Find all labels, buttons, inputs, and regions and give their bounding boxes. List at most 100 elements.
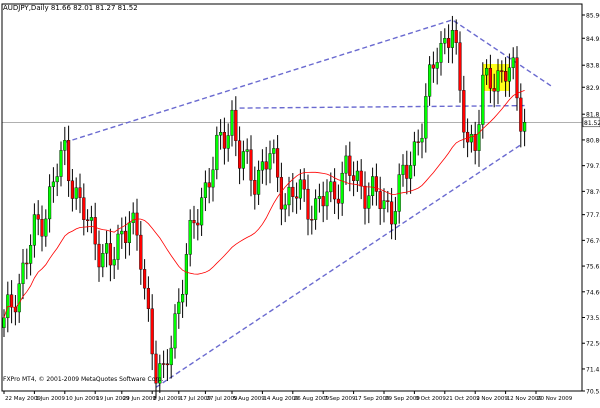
- bull-candle-body: [180, 294, 185, 303]
- x-tick-label: 29 Jun 2009: [123, 396, 157, 402]
- bull-candle-body: [272, 148, 276, 154]
- last-price-label: 81.52: [584, 120, 600, 127]
- bear-candle-body: [336, 198, 340, 204]
- bear-candle-body: [264, 161, 268, 170]
- x-tick-label: 22 May 2009: [5, 396, 41, 402]
- bear-candle-body: [416, 141, 420, 143]
- bull-candle-body: [241, 151, 245, 169]
- candle: [199, 187, 204, 236]
- bear-candle-body: [234, 109, 238, 141]
- candle: [21, 249, 25, 300]
- bull-candle-body: [120, 230, 124, 235]
- candle: [93, 202, 97, 261]
- bull-candle-body: [177, 301, 181, 314]
- bull-candle-body: [245, 149, 249, 152]
- candle: [477, 109, 481, 167]
- x-tick-label: 8 Jul 2009: [153, 396, 181, 402]
- bull-candle-body: [104, 243, 109, 254]
- bull-candle-body: [443, 38, 447, 44]
- bear-candle-body: [488, 67, 492, 89]
- candle: [325, 179, 329, 220]
- candle: [112, 246, 116, 279]
- candle: [97, 230, 101, 282]
- candle: [234, 96, 238, 157]
- bull-candle-body: [131, 212, 135, 223]
- candle: [336, 184, 340, 220]
- bear-candle-body: [78, 187, 82, 198]
- bull-candle-body: [382, 200, 386, 209]
- candle: [431, 51, 435, 83]
- candle: [241, 140, 245, 181]
- bull-candle-body: [317, 196, 321, 199]
- bear-candle-body: [462, 90, 466, 133]
- candle: [390, 187, 394, 240]
- moving-average-line: [3, 90, 525, 318]
- bull-candle-body: [74, 187, 78, 199]
- bear-candle-body: [359, 170, 363, 187]
- candle: [154, 340, 158, 398]
- x-tick-label: 10 Jun 2009: [66, 396, 100, 402]
- candle: [89, 205, 93, 234]
- candle: [492, 73, 496, 108]
- bull-candle-body: [51, 181, 55, 187]
- x-tick-label: 19 Jun 2009: [96, 396, 130, 402]
- bull-candle-body: [203, 182, 207, 198]
- upper-trendline: [64, 19, 552, 144]
- candle: [447, 24, 451, 63]
- bear-candle-body: [306, 188, 310, 220]
- bull-candle-body: [101, 253, 105, 268]
- candle: [218, 119, 223, 150]
- candle: [504, 57, 508, 97]
- bull-candle-body: [127, 222, 131, 243]
- candle: [188, 209, 192, 267]
- candle: [249, 135, 253, 197]
- bull-candle-body: [412, 141, 416, 166]
- y-tick-label: 77.75: [586, 212, 600, 219]
- candle: [13, 295, 17, 326]
- candle: [378, 176, 382, 225]
- candle: [226, 123, 230, 162]
- bear-candle-body: [473, 134, 477, 151]
- candle: [295, 182, 299, 214]
- candle: [29, 234, 33, 276]
- bear-candle-body: [165, 363, 169, 366]
- bear-candle-body: [363, 185, 367, 209]
- bear-candle-body: [25, 262, 29, 265]
- bear-candle-body: [276, 148, 280, 178]
- bear-candle-body: [66, 140, 71, 182]
- bear-candle-body: [142, 269, 147, 289]
- candle: [59, 141, 63, 187]
- bear-candle-body: [40, 219, 44, 237]
- candle: [253, 166, 257, 210]
- symbol-header: AUDJPY,Daily 81.66 82.01 81.27 81.52: [3, 4, 138, 12]
- candle: [63, 126, 67, 166]
- candle: [454, 19, 458, 55]
- candle: [158, 354, 162, 393]
- candle: [374, 163, 378, 206]
- bull-candle-body: [29, 245, 33, 264]
- x-tick-label: 12 Nov 2009: [507, 396, 543, 402]
- candle: [127, 211, 131, 256]
- bull-candle-body: [523, 122, 527, 132]
- copyright-text: FXPro MT4, © 2001-2009 MetaQuotes Softwa…: [3, 376, 164, 383]
- candle: [260, 149, 264, 184]
- candle: [473, 121, 477, 165]
- y-tick-label: 84.95: [586, 36, 600, 43]
- candle: [180, 279, 185, 318]
- candle: [272, 139, 276, 164]
- x-tick-label: 14 Aug 2009: [263, 396, 299, 402]
- candle: [139, 221, 143, 285]
- candle: [245, 138, 249, 164]
- candle: [333, 168, 337, 215]
- bull-candle-body: [215, 134, 219, 171]
- candle: [192, 205, 196, 239]
- candle: [344, 145, 348, 185]
- y-tick-label: 76.70: [586, 238, 600, 245]
- candle: [150, 294, 154, 371]
- bull-candle-body: [409, 165, 413, 179]
- bull-candle-body: [329, 181, 333, 193]
- candle: [314, 189, 318, 230]
- candle: [207, 167, 211, 204]
- bull-candle-body: [344, 155, 348, 174]
- candle: [9, 280, 14, 324]
